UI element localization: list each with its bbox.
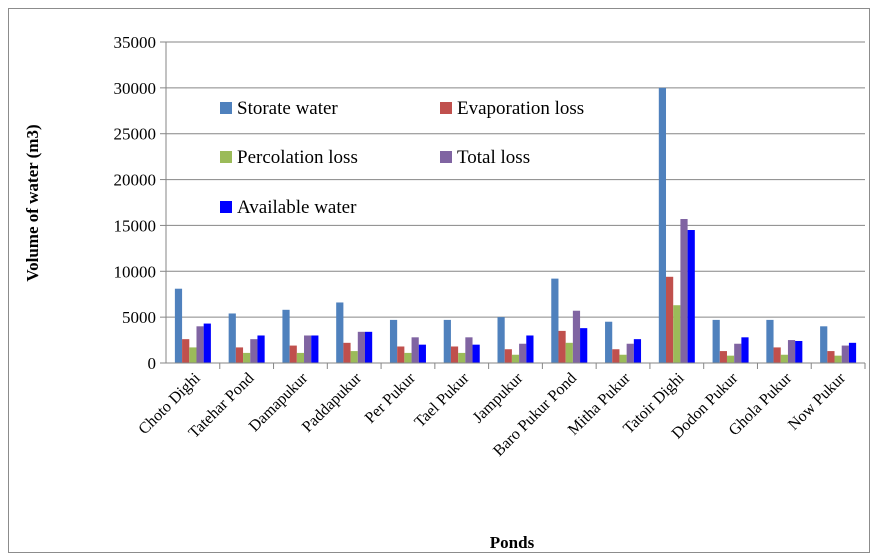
- bar-total-loss: [626, 343, 634, 363]
- bar-total-loss: [465, 337, 473, 363]
- bar-total-loss: [787, 340, 796, 363]
- bar-available-water: [257, 335, 265, 363]
- x-tick-label: Paddapukur: [299, 369, 366, 436]
- legend-swatch: [440, 102, 452, 114]
- bar-percolation-loss: [619, 354, 627, 363]
- bar-storate-water: [389, 319, 398, 363]
- bar-percolation-loss: [780, 354, 788, 363]
- bar-storate-water: [282, 309, 290, 363]
- bar-evaporation-loss: [719, 351, 727, 363]
- x-tick-label: Jampukur: [470, 369, 527, 426]
- bar-total-loss: [411, 337, 419, 363]
- bar-available-water: [472, 344, 480, 363]
- x-tick-label: Tael Pukur: [411, 369, 473, 431]
- bar-evaporation-loss: [504, 349, 512, 363]
- bar-percolation-loss: [511, 354, 520, 363]
- bar-evaporation-loss: [666, 276, 674, 363]
- y-tick-label: 35000: [114, 33, 157, 52]
- x-tick-label: Now Pukur: [785, 369, 849, 433]
- bar-percolation-loss: [189, 347, 197, 363]
- legend-label: Total loss: [457, 147, 530, 168]
- y-axis-title: Volume of water (m3): [23, 124, 42, 281]
- bar-percolation-loss: [296, 352, 305, 363]
- bar-storate-water: [443, 319, 451, 363]
- y-tick-label: 5000: [122, 308, 156, 327]
- bar-percolation-loss: [350, 351, 358, 363]
- bar-total-loss: [734, 343, 742, 363]
- legend-swatch: [220, 201, 232, 213]
- y-tick-label: 20000: [114, 171, 157, 190]
- bar-total-loss: [680, 219, 688, 363]
- bar-available-water: [580, 328, 588, 363]
- chart-frame: [8, 8, 870, 553]
- legend-label: Percolation loss: [237, 147, 358, 168]
- bar-total-loss: [519, 343, 527, 363]
- legend-label: Evaporation loss: [457, 98, 584, 119]
- y-tick-labels: 0 5000 10000 15000 20000 25000 30000 35000: [114, 33, 157, 373]
- bar-storate-water: [820, 326, 828, 363]
- bar-evaporation-loss: [612, 349, 620, 363]
- bar-evaporation-loss: [827, 351, 835, 363]
- bar-available-water: [364, 331, 373, 363]
- bar-storate-water: [605, 321, 613, 363]
- bar-available-water: [741, 337, 749, 363]
- y-tick-label: 0: [148, 354, 157, 373]
- bar-total-loss: [357, 331, 365, 363]
- bar-total-loss: [196, 326, 204, 363]
- bar-available-water: [687, 230, 695, 363]
- bar-available-water: [795, 340, 803, 363]
- x-axis-title: Ponds: [490, 533, 535, 552]
- bar-storate-water: [551, 278, 559, 363]
- bar-percolation-loss: [673, 305, 681, 363]
- bar-available-water: [633, 339, 642, 363]
- bar-percolation-loss: [834, 355, 842, 363]
- bar-evaporation-loss: [343, 342, 351, 363]
- legend-label: Available water: [237, 197, 357, 218]
- y-tick-label: 10000: [114, 262, 157, 281]
- bar-evaporation-loss: [397, 346, 405, 363]
- axes: [165, 42, 865, 364]
- legend-label: Storate water: [237, 98, 338, 119]
- bar-total-loss: [572, 310, 581, 363]
- legend-swatch: [440, 151, 452, 163]
- bar-evaporation-loss: [773, 347, 781, 363]
- legend-swatch: [220, 151, 232, 163]
- bar-available-water: [418, 344, 426, 363]
- bar-available-water: [848, 342, 857, 363]
- bar-evaporation-loss: [289, 345, 297, 363]
- bar-evaporation-loss: [182, 339, 190, 363]
- bar-total-loss: [304, 335, 312, 363]
- bar-total-loss: [841, 345, 849, 363]
- y-tick-label: 25000: [114, 125, 157, 144]
- bar-evaporation-loss: [450, 346, 459, 363]
- bar-evaporation-loss: [235, 347, 244, 363]
- bars: [174, 87, 857, 363]
- bar-percolation-loss: [565, 342, 573, 363]
- bar-available-water: [526, 335, 534, 363]
- bar-storate-water: [174, 288, 183, 363]
- bar-storate-water: [336, 302, 344, 363]
- legend-swatch: [220, 102, 232, 114]
- bar-percolation-loss: [458, 352, 466, 363]
- legend: Storate water Evaporation loss Percolation…: [220, 98, 584, 218]
- bar-total-loss: [250, 339, 258, 363]
- bar-storate-water: [658, 87, 667, 363]
- bar-percolation-loss: [243, 352, 251, 363]
- y-tick-label: 30000: [114, 79, 157, 98]
- bar-storate-water: [766, 319, 774, 363]
- bar-storate-water: [497, 317, 505, 363]
- bar-storate-water: [228, 313, 236, 363]
- bar-available-water: [203, 323, 211, 363]
- bar-percolation-loss: [726, 355, 735, 363]
- bar-available-water: [311, 335, 319, 363]
- y-tick-label: 15000: [114, 216, 157, 235]
- bar-evaporation-loss: [558, 330, 566, 363]
- bar-storate-water: [712, 319, 720, 363]
- bar-percolation-loss: [404, 352, 412, 363]
- x-tick-label: Per Pukur: [362, 369, 419, 426]
